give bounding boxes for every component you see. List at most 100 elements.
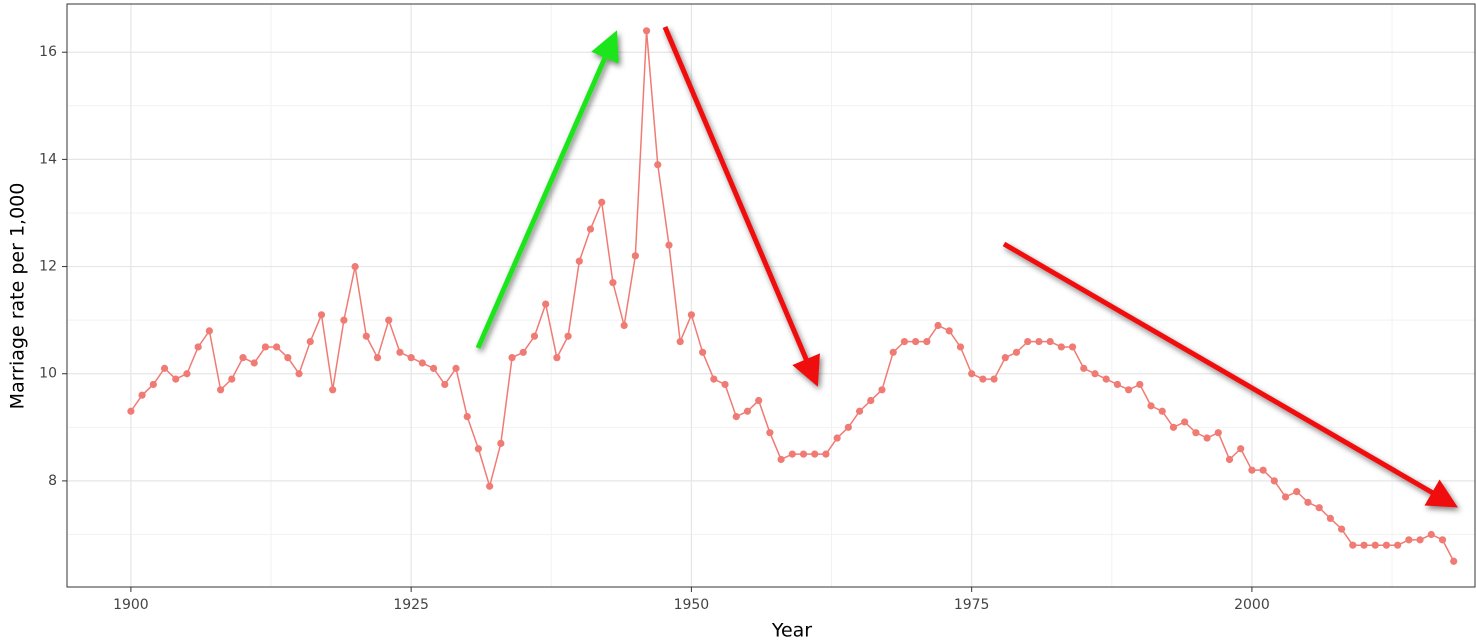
point bbox=[1315, 504, 1323, 512]
y-tick-label: 12 bbox=[39, 259, 57, 275]
point bbox=[1147, 402, 1155, 410]
point bbox=[676, 337, 684, 346]
point bbox=[261, 343, 270, 351]
point bbox=[620, 321, 628, 330]
point bbox=[519, 348, 527, 356]
point bbox=[486, 482, 494, 490]
point bbox=[1382, 541, 1391, 549]
point bbox=[160, 364, 169, 372]
point bbox=[654, 161, 662, 169]
point bbox=[844, 423, 852, 431]
point bbox=[172, 375, 180, 383]
point bbox=[1024, 337, 1032, 346]
point bbox=[1405, 536, 1413, 544]
y-tick-label: 16 bbox=[39, 44, 57, 60]
point bbox=[497, 439, 505, 447]
point bbox=[1326, 514, 1334, 523]
point bbox=[1214, 429, 1222, 437]
point bbox=[474, 445, 483, 453]
point bbox=[1293, 488, 1301, 496]
point bbox=[1136, 380, 1144, 389]
point bbox=[1035, 337, 1043, 346]
point bbox=[945, 327, 953, 335]
point bbox=[979, 375, 987, 383]
x-tick-label: 1900 bbox=[113, 597, 149, 613]
point bbox=[216, 386, 225, 394]
point bbox=[900, 337, 909, 346]
point bbox=[1371, 541, 1379, 549]
point bbox=[385, 316, 393, 324]
point bbox=[1046, 337, 1054, 346]
point bbox=[1427, 530, 1435, 539]
point bbox=[239, 354, 247, 362]
point bbox=[273, 343, 281, 351]
arrow-down bbox=[662, 26, 820, 387]
point bbox=[1360, 541, 1368, 549]
point bbox=[508, 354, 516, 362]
point bbox=[1080, 364, 1088, 372]
point bbox=[586, 225, 595, 233]
point bbox=[149, 380, 157, 389]
point bbox=[329, 386, 337, 394]
point bbox=[1259, 466, 1267, 474]
point bbox=[1281, 493, 1290, 501]
point bbox=[1237, 445, 1245, 453]
point bbox=[340, 316, 348, 324]
point bbox=[799, 450, 808, 458]
point bbox=[1349, 541, 1357, 549]
point bbox=[1438, 536, 1447, 544]
x-axis-label: Year bbox=[771, 620, 812, 642]
point bbox=[407, 354, 415, 362]
point bbox=[564, 332, 572, 340]
point bbox=[1337, 525, 1346, 533]
point bbox=[452, 364, 460, 372]
point bbox=[1057, 343, 1065, 351]
point bbox=[642, 27, 651, 35]
point bbox=[1192, 429, 1200, 437]
point bbox=[1304, 498, 1312, 506]
point bbox=[710, 375, 718, 383]
point bbox=[1248, 466, 1256, 474]
point bbox=[317, 311, 326, 319]
point bbox=[1113, 380, 1121, 389]
point bbox=[250, 359, 258, 367]
point bbox=[665, 241, 673, 249]
point bbox=[777, 455, 785, 464]
point bbox=[396, 348, 404, 356]
x-tick-label: 1950 bbox=[674, 597, 710, 613]
point bbox=[463, 413, 471, 421]
point bbox=[441, 380, 449, 389]
point bbox=[867, 396, 875, 405]
point bbox=[295, 370, 303, 378]
point bbox=[889, 348, 897, 356]
x-tick-label: 1925 bbox=[393, 597, 429, 613]
y-tick-label: 10 bbox=[39, 366, 57, 382]
point bbox=[598, 198, 606, 206]
y-tick-label: 14 bbox=[39, 151, 57, 167]
point bbox=[429, 364, 438, 372]
point bbox=[822, 450, 830, 458]
point bbox=[687, 311, 696, 319]
point bbox=[990, 375, 998, 383]
point bbox=[833, 434, 841, 442]
point bbox=[1158, 407, 1166, 415]
point bbox=[194, 343, 202, 351]
point bbox=[1394, 541, 1402, 549]
point bbox=[1091, 370, 1099, 378]
y-axis-label: Marriage rate per 1,000 bbox=[7, 183, 29, 410]
point bbox=[934, 321, 942, 330]
point bbox=[373, 354, 382, 362]
point bbox=[418, 359, 426, 367]
point bbox=[228, 375, 236, 383]
point bbox=[1001, 354, 1009, 362]
point bbox=[912, 337, 920, 346]
point bbox=[1102, 375, 1110, 383]
point bbox=[755, 396, 763, 405]
point bbox=[609, 279, 617, 287]
point bbox=[1068, 343, 1077, 351]
point bbox=[743, 407, 752, 415]
x-tick-label: 1975 bbox=[954, 597, 990, 613]
point bbox=[351, 262, 359, 271]
point bbox=[1169, 423, 1178, 431]
